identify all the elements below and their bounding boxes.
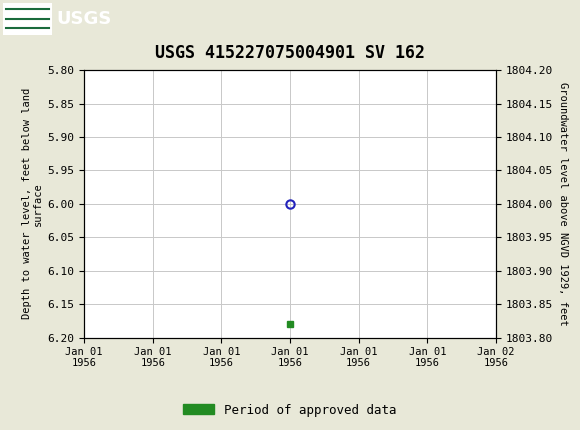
FancyBboxPatch shape: [3, 3, 52, 35]
Y-axis label: Groundwater level above NGVD 1929, feet: Groundwater level above NGVD 1929, feet: [559, 82, 568, 326]
Legend: Period of approved data: Period of approved data: [178, 399, 402, 421]
Text: USGS 415227075004901 SV 162: USGS 415227075004901 SV 162: [155, 44, 425, 62]
Y-axis label: Depth to water level, feet below land
surface: Depth to water level, feet below land su…: [21, 88, 44, 319]
Text: USGS: USGS: [56, 10, 111, 28]
